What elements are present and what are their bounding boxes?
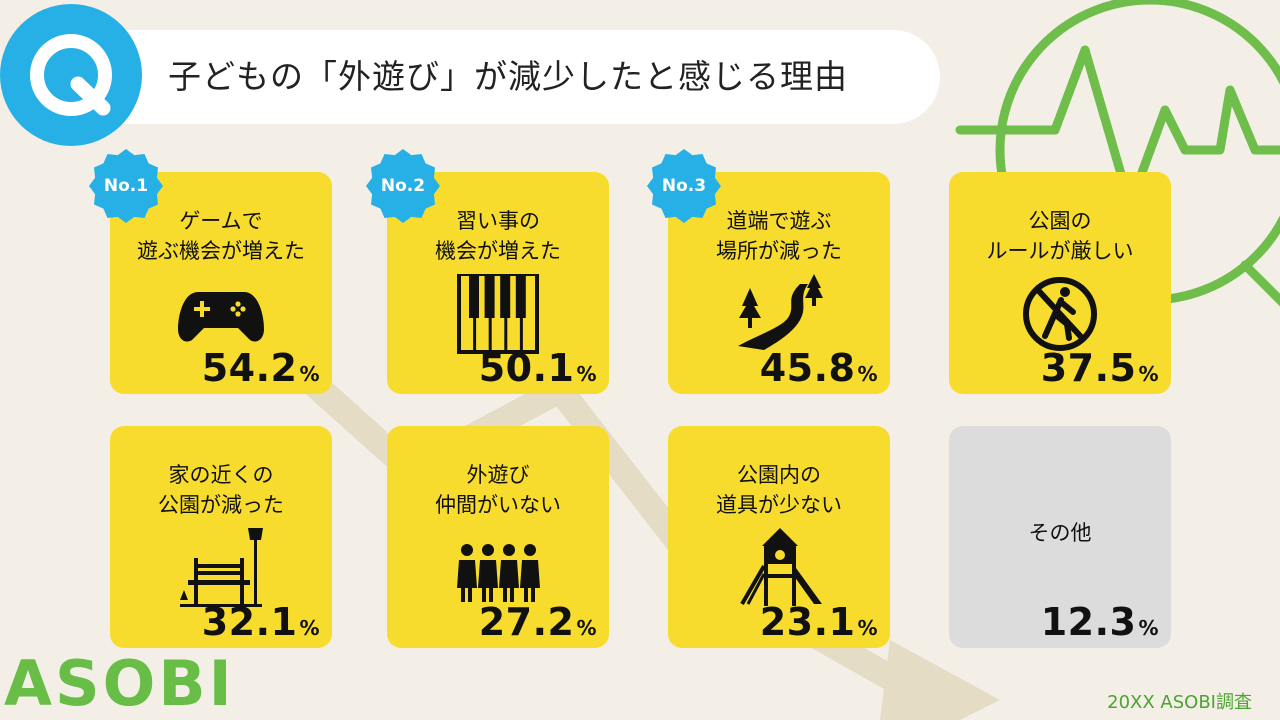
reason-label-line: 公園の — [1028, 209, 1092, 233]
reason-label-line: 遊ぶ機会が増えた — [137, 239, 305, 263]
rank-badge: No.2 — [366, 149, 440, 223]
question-title-pill — [60, 30, 940, 124]
reason-value: 45.8% — [760, 346, 878, 390]
percent-unit: % — [857, 616, 878, 640]
reason-label: 家の近くの公園が減った — [110, 460, 332, 520]
no-walking-icon — [1015, 274, 1105, 354]
percent-unit: % — [1138, 362, 1159, 386]
percent-unit: % — [1138, 616, 1159, 640]
value-number: 45.8 — [759, 346, 856, 390]
reason-label: 公園内の道具が少ない — [668, 460, 890, 520]
playground-slide-icon — [734, 528, 824, 608]
reason-label-line: 道具が少ない — [716, 493, 842, 517]
value-number: 50.1 — [478, 346, 575, 390]
reason-label-line: 家の近くの — [168, 463, 274, 487]
value-number: 23.1 — [759, 600, 856, 644]
survey-credit: 20XX ASOBI調査 — [1107, 692, 1252, 713]
park-bench-icon — [176, 528, 266, 608]
rank-label: No.2 — [380, 176, 426, 196]
piano-keys-icon — [453, 272, 543, 354]
reason-label: 道端で遊ぶ場所が減った — [668, 206, 890, 266]
reason-label-line: その他 — [1028, 521, 1092, 545]
reason-label-line: 機会が増えた — [435, 239, 561, 263]
rank-label: No.1 — [103, 176, 149, 196]
reason-card: 公園内の道具が少ない 23.1% — [668, 426, 890, 648]
reason-value: 32.1% — [202, 600, 320, 644]
question-header: 子どもの「外遊び」が減少したと感じる理由 — [0, 0, 1280, 150]
reason-value: 12.3% — [1041, 600, 1159, 644]
reason-label-line: 公園が減った — [158, 493, 284, 517]
reason-label: その他 — [949, 518, 1171, 548]
group-children-icon — [453, 528, 543, 608]
percent-unit: % — [299, 616, 320, 640]
reason-card: 公園のルールが厳しい 37.5% — [949, 172, 1171, 394]
game-controller-icon — [176, 274, 266, 354]
q-badge — [0, 4, 142, 146]
reason-label-line: 外遊び — [466, 463, 530, 487]
reason-card: ゲームで遊ぶ機会が増えた 54.2% — [110, 172, 332, 394]
reason-label-line: 公園内の — [737, 463, 821, 487]
reason-label: 公園のルールが厳しい — [949, 206, 1171, 266]
reason-label-line: 場所が減った — [716, 239, 842, 263]
asobi-logo: ASOBI — [4, 647, 235, 720]
question-title: 子どもの「外遊び」が減少したと感じる理由 — [168, 57, 848, 96]
reason-label-line: 仲間がいない — [435, 493, 561, 517]
reason-card: その他 12.3% — [949, 426, 1171, 648]
reason-label: 外遊び 仲間がいない — [387, 460, 609, 520]
rank-badge: No.1 — [89, 149, 163, 223]
percent-unit: % — [576, 362, 597, 386]
q-mark-icon — [30, 34, 112, 116]
reason-value: 50.1% — [479, 346, 597, 390]
value-number: 54.2 — [201, 346, 298, 390]
rank-label: No.3 — [661, 176, 707, 196]
reason-card: 家の近くの公園が減った 32.1% — [110, 426, 332, 648]
reason-label: 習い事の機会が増えた — [387, 206, 609, 266]
reason-value: 54.2% — [202, 346, 320, 390]
reason-card: 外遊び仲間がいない 27.2% — [387, 426, 609, 648]
percent-unit: % — [299, 362, 320, 386]
reason-value: 37.5% — [1041, 346, 1159, 390]
reason-label-line: ルールが厳しい — [986, 239, 1134, 263]
reason-label-line: ゲームで — [179, 209, 263, 233]
reason-value: 23.1% — [760, 600, 878, 644]
percent-unit: % — [576, 616, 597, 640]
value-number: 27.2 — [478, 600, 575, 644]
downtrend-arrow-head — [880, 640, 1000, 720]
reason-label-line: 習い事の — [456, 209, 540, 233]
reason-card: 習い事の機会が増えた 50.1% — [387, 172, 609, 394]
value-number: 12.3 — [1040, 600, 1137, 644]
value-number: 37.5 — [1040, 346, 1137, 390]
reason-value: 27.2% — [479, 600, 597, 644]
percent-unit: % — [857, 362, 878, 386]
value-number: 32.1 — [201, 600, 298, 644]
road-trees-icon — [734, 274, 824, 354]
rank-badge: No.3 — [647, 149, 721, 223]
reason-label: ゲームで遊ぶ機会が増えた — [110, 206, 332, 266]
reason-label-line: 道端で遊ぶ — [726, 209, 832, 233]
